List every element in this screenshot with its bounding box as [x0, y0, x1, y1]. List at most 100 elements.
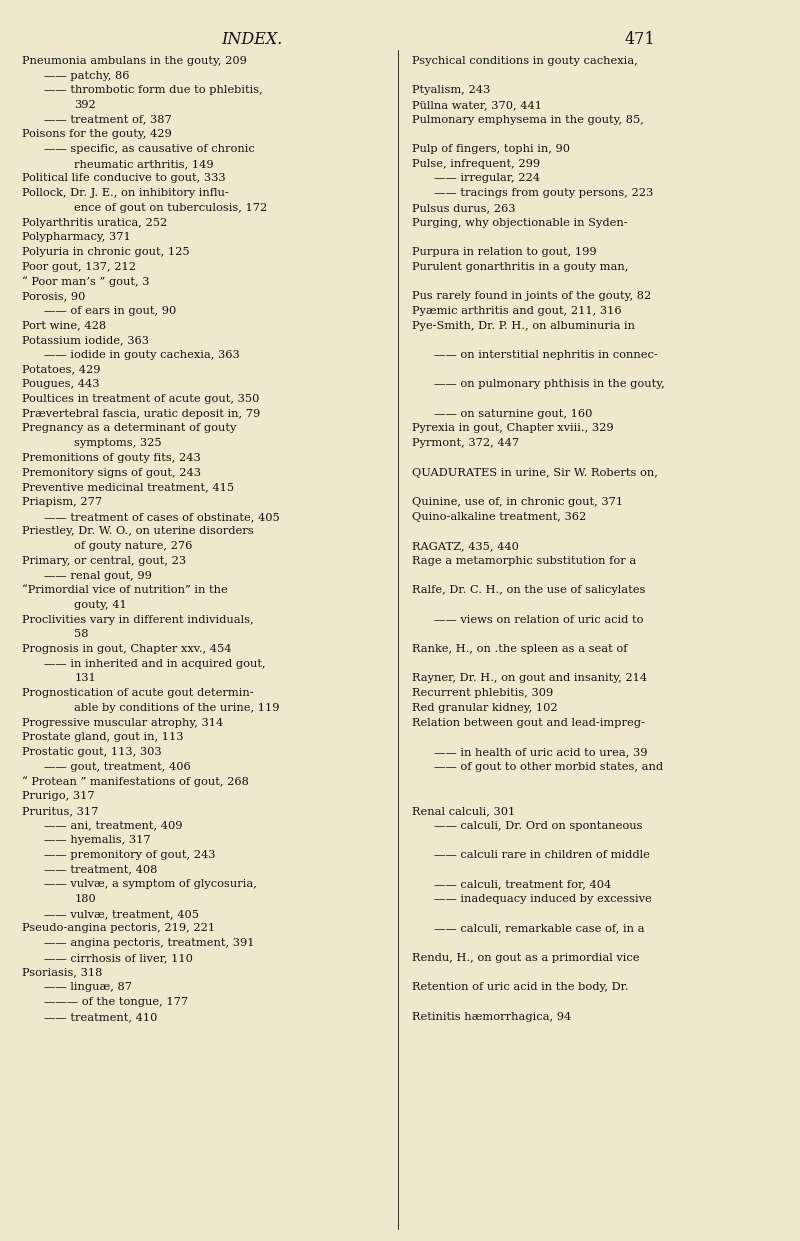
Text: Pougues, 443: Pougues, 443 [22, 380, 100, 390]
Text: Purging, why objectionable in Syden-: Purging, why objectionable in Syden- [412, 217, 628, 227]
Text: —— cirrhosis of liver, 110: —— cirrhosis of liver, 110 [44, 953, 193, 963]
Text: Pulp of fingers, tophi in, 90: Pulp of fingers, tophi in, 90 [412, 144, 570, 154]
Text: Poisons for the gouty, 429: Poisons for the gouty, 429 [22, 129, 172, 139]
Text: Pulmonary emphysema in the gouty, 85,: Pulmonary emphysema in the gouty, 85, [412, 114, 644, 124]
Text: rheumatic arthritis, 149: rheumatic arthritis, 149 [74, 159, 214, 169]
Text: ——— of the tongue, 177: ——— of the tongue, 177 [44, 997, 188, 1006]
Text: Premonitory signs of gout, 243: Premonitory signs of gout, 243 [22, 468, 202, 478]
Text: “ Protean ” manifestations of gout, 268: “ Protean ” manifestations of gout, 268 [22, 777, 250, 787]
Text: Prognostication of acute gout determin-: Prognostication of acute gout determin- [22, 689, 254, 699]
Text: —— treatment of cases of obstinate, 405: —— treatment of cases of obstinate, 405 [44, 511, 280, 521]
Text: able by conditions of the urine, 119: able by conditions of the urine, 119 [74, 702, 280, 712]
Text: gouty, 41: gouty, 41 [74, 599, 127, 611]
Text: Prostate gland, gout in, 113: Prostate gland, gout in, 113 [22, 732, 184, 742]
Text: Potatoes, 429: Potatoes, 429 [22, 365, 101, 375]
Text: Pulse, infrequent, 299: Pulse, infrequent, 299 [412, 159, 540, 169]
Text: Porosis, 90: Porosis, 90 [22, 292, 86, 302]
Text: Primary, or central, gout, 23: Primary, or central, gout, 23 [22, 556, 186, 566]
Text: Pruritus, 317: Pruritus, 317 [22, 805, 98, 815]
Text: Proclivities vary in different individuals,: Proclivities vary in different individua… [22, 614, 254, 624]
Text: —— calculi, treatment for, 404: —— calculi, treatment for, 404 [434, 880, 611, 890]
Text: 471: 471 [625, 31, 655, 48]
Text: Rage a metamorphic substitution for a: Rage a metamorphic substitution for a [412, 556, 636, 566]
Text: Prostatic gout, 113, 303: Prostatic gout, 113, 303 [22, 747, 162, 757]
Text: —— ani, treatment, 409: —— ani, treatment, 409 [44, 820, 182, 830]
Text: “Primordial vice of nutrition” in the: “Primordial vice of nutrition” in the [22, 586, 228, 596]
Text: Retention of uric acid in the body, Dr.: Retention of uric acid in the body, Dr. [412, 983, 629, 993]
Text: Pyrexia in gout, Chapter xviii., 329: Pyrexia in gout, Chapter xviii., 329 [412, 423, 614, 433]
Text: —— on pulmonary phthisis in the gouty,: —— on pulmonary phthisis in the gouty, [434, 380, 664, 390]
Text: —— patchy, 86: —— patchy, 86 [44, 71, 130, 81]
Text: Polyuria in chronic gout, 125: Polyuria in chronic gout, 125 [22, 247, 190, 257]
Text: —— calculi, Dr. Ord on spontaneous: —— calculi, Dr. Ord on spontaneous [434, 820, 642, 830]
Text: Pyæmic arthritis and gout, 211, 316: Pyæmic arthritis and gout, 211, 316 [412, 305, 622, 316]
Text: Progressive muscular atrophy, 314: Progressive muscular atrophy, 314 [22, 717, 224, 727]
Text: Political life conducive to gout, 333: Political life conducive to gout, 333 [22, 174, 226, 184]
Text: —— treatment, 408: —— treatment, 408 [44, 865, 158, 875]
Text: Ralfe, Dr. C. H., on the use of salicylates: Ralfe, Dr. C. H., on the use of salicyla… [412, 586, 646, 596]
Text: —— vulvæ, treatment, 405: —— vulvæ, treatment, 405 [44, 908, 199, 918]
Text: —— calculi rare in children of middle: —— calculi rare in children of middle [434, 850, 650, 860]
Text: Retinitis hæmorrhagica, 94: Retinitis hæmorrhagica, 94 [412, 1011, 571, 1021]
Text: Pyrmont, 372, 447: Pyrmont, 372, 447 [412, 438, 519, 448]
Text: Pneumonia ambulans in the gouty, 209: Pneumonia ambulans in the gouty, 209 [22, 56, 247, 66]
Text: 131: 131 [74, 674, 96, 684]
Text: Preventive medicinal treatment, 415: Preventive medicinal treatment, 415 [22, 483, 234, 493]
Text: Relation between gout and lead-impreg-: Relation between gout and lead-impreg- [412, 717, 645, 727]
Text: ence of gout on tuberculosis, 172: ence of gout on tuberculosis, 172 [74, 202, 268, 213]
Text: Prognosis in gout, Chapter xxv., 454: Prognosis in gout, Chapter xxv., 454 [22, 644, 232, 654]
Text: —— hyemalis, 317: —— hyemalis, 317 [44, 835, 150, 845]
Text: —— angina pectoris, treatment, 391: —— angina pectoris, treatment, 391 [44, 938, 254, 948]
Text: Red granular kidney, 102: Red granular kidney, 102 [412, 702, 558, 712]
Text: 180: 180 [74, 894, 96, 905]
Text: —— premonitory of gout, 243: —— premonitory of gout, 243 [44, 850, 215, 860]
Text: —— thrombotic form due to phlebitis,: —— thrombotic form due to phlebitis, [44, 86, 262, 96]
Text: —— renal gout, 99: —— renal gout, 99 [44, 571, 152, 581]
Text: of gouty nature, 276: of gouty nature, 276 [74, 541, 193, 551]
Text: —— of gout to other morbid states, and: —— of gout to other morbid states, and [434, 762, 662, 772]
Text: QUADURATES in urine, Sir W. Roberts on,: QUADURATES in urine, Sir W. Roberts on, [412, 468, 658, 478]
Text: —— vulvæ, a symptom of glycosuria,: —— vulvæ, a symptom of glycosuria, [44, 880, 257, 890]
Text: “ Poor man’s ” gout, 3: “ Poor man’s ” gout, 3 [22, 277, 150, 287]
Text: Ranke, H., on .the spleen as a seat of: Ranke, H., on .the spleen as a seat of [412, 644, 627, 654]
Text: Polyarthritis uratica, 252: Polyarthritis uratica, 252 [22, 217, 168, 227]
Text: Rayner, Dr. H., on gout and insanity, 214: Rayner, Dr. H., on gout and insanity, 21… [412, 674, 647, 684]
Text: Purulent gonarthritis in a gouty man,: Purulent gonarthritis in a gouty man, [412, 262, 628, 272]
Text: Rendu, H., on gout as a primordial vice: Rendu, H., on gout as a primordial vice [412, 953, 639, 963]
Text: Püllna water, 370, 441: Püllna water, 370, 441 [412, 101, 542, 110]
Text: Premonitions of gouty fits, 243: Premonitions of gouty fits, 243 [22, 453, 201, 463]
Text: —— of ears in gout, 90: —— of ears in gout, 90 [44, 305, 176, 316]
Text: INDEX.: INDEX. [222, 31, 282, 48]
Text: Pseudo-angina pectoris, 219, 221: Pseudo-angina pectoris, 219, 221 [22, 923, 215, 933]
Text: 392: 392 [74, 101, 96, 110]
Text: Prævertebral fascia, uratic deposit in, 79: Prævertebral fascia, uratic deposit in, … [22, 408, 261, 418]
Text: Pregnancy as a determinant of gouty: Pregnancy as a determinant of gouty [22, 423, 237, 433]
Text: Recurrent phlebitis, 309: Recurrent phlebitis, 309 [412, 689, 554, 699]
Text: —— on interstitial nephritis in connec-: —— on interstitial nephritis in connec- [434, 350, 658, 360]
Text: Potassium iodide, 363: Potassium iodide, 363 [22, 335, 150, 345]
Text: —— on saturnine gout, 160: —— on saturnine gout, 160 [434, 408, 592, 418]
Text: —— iodide in gouty cachexia, 363: —— iodide in gouty cachexia, 363 [44, 350, 240, 360]
Text: Purpura in relation to gout, 199: Purpura in relation to gout, 199 [412, 247, 597, 257]
Text: Poultices in treatment of acute gout, 350: Poultices in treatment of acute gout, 35… [22, 395, 260, 405]
Text: Renal calculi, 301: Renal calculi, 301 [412, 805, 515, 815]
Text: —— treatment, 410: —— treatment, 410 [44, 1011, 158, 1021]
Text: —— in inherited and in acquired gout,: —— in inherited and in acquired gout, [44, 659, 266, 669]
Text: Ptyalism, 243: Ptyalism, 243 [412, 86, 490, 96]
Text: RAGATZ, 435, 440: RAGATZ, 435, 440 [412, 541, 519, 551]
Text: —— irregular, 224: —— irregular, 224 [434, 174, 539, 184]
Text: Pulsus durus, 263: Pulsus durus, 263 [412, 202, 515, 213]
Text: Port wine, 428: Port wine, 428 [22, 320, 106, 330]
Text: Polypharmacy, 371: Polypharmacy, 371 [22, 232, 131, 242]
Text: Poor gout, 137, 212: Poor gout, 137, 212 [22, 262, 136, 272]
Text: —— specific, as causative of chronic: —— specific, as causative of chronic [44, 144, 254, 154]
Text: —— treatment of, 387: —— treatment of, 387 [44, 114, 172, 124]
Text: Priestley, Dr. W. O., on uterine disorders: Priestley, Dr. W. O., on uterine disorde… [22, 526, 254, 536]
Text: Priapism, 277: Priapism, 277 [22, 498, 102, 508]
Text: Pye-Smith, Dr. P. H., on albuminuria in: Pye-Smith, Dr. P. H., on albuminuria in [412, 320, 635, 330]
Text: —— tracings from gouty persons, 223: —— tracings from gouty persons, 223 [434, 189, 653, 199]
Text: Quino-alkaline treatment, 362: Quino-alkaline treatment, 362 [412, 511, 586, 521]
Text: —— views on relation of uric acid to: —— views on relation of uric acid to [434, 614, 643, 624]
Text: 58: 58 [74, 629, 89, 639]
Text: Quinine, use of, in chronic gout, 371: Quinine, use of, in chronic gout, 371 [412, 498, 623, 508]
